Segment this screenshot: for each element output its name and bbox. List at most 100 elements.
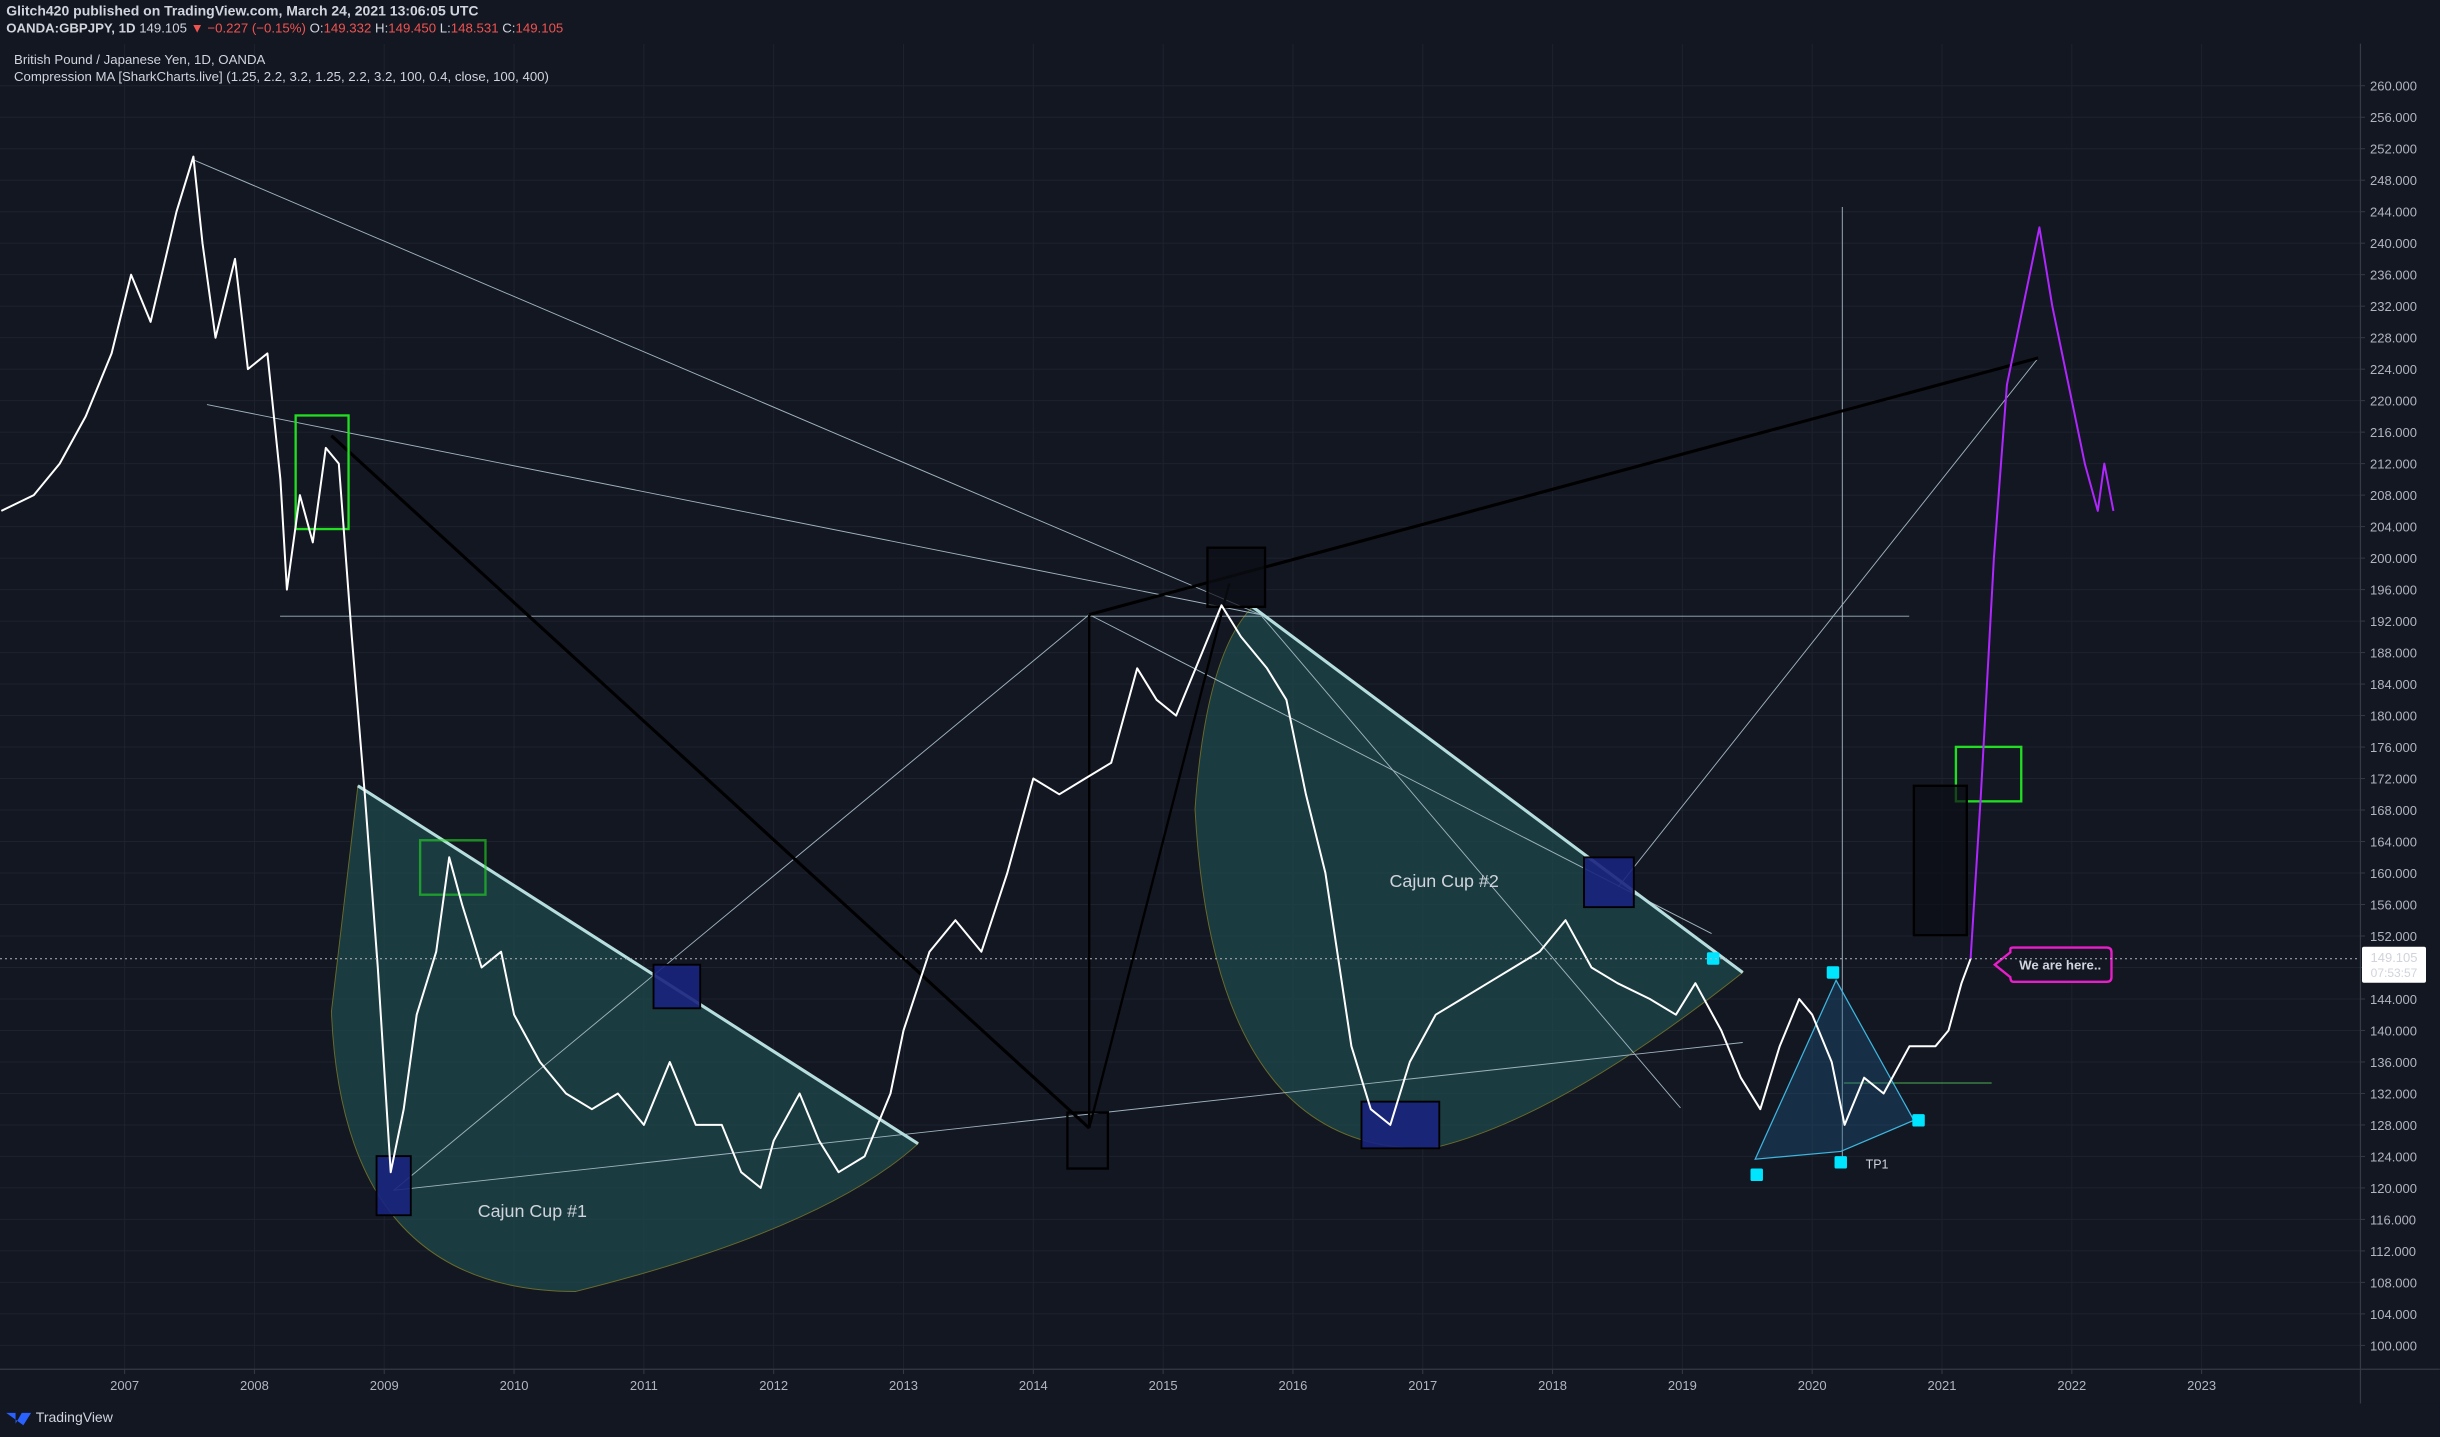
- x-tick-label: 2016: [1278, 1378, 1307, 1393]
- ohlc-value: 149.332: [324, 21, 372, 36]
- footer-bar: [0, 1403, 2440, 1437]
- y-tick-label: 204.000: [2370, 520, 2417, 535]
- y-tick-label: 144.000: [2370, 992, 2417, 1007]
- y-tick-label: 256.000: [2370, 110, 2417, 125]
- x-tick-label: 2017: [1408, 1378, 1437, 1393]
- y-tick-label: 136.000: [2370, 1055, 2417, 1070]
- pattern-point: [1834, 1156, 1847, 1169]
- y-tick-label: 104.000: [2370, 1307, 2417, 1322]
- last-price-badge: [2362, 946, 2426, 983]
- y-tick-label: 164.000: [2370, 835, 2417, 850]
- y-tick-label: 240.000: [2370, 236, 2417, 251]
- y-tick-label: 116.000: [2370, 1212, 2416, 1227]
- axes-layer: 100.000 104.000 108.000 112.000 116.000 120.0…: [110, 79, 2426, 1393]
- black-line: [1088, 583, 1231, 1129]
- y-tick-label: 232.000: [2370, 299, 2417, 314]
- y-tick-label: 236.000: [2370, 268, 2417, 283]
- y-tick-label: 128.000: [2370, 1118, 2417, 1133]
- pattern-point: [1826, 966, 1840, 979]
- x-tick-label: 2013: [889, 1378, 918, 1393]
- series-layer: [0, 155, 2360, 1189]
- y-tick-label: 120.000: [2370, 1181, 2417, 1196]
- publisher: Glitch420 published on TradingView.com, …: [6, 3, 478, 19]
- ohlc-label: H:: [375, 21, 388, 36]
- cup-shape: [1194, 606, 1744, 1149]
- y-tick-label: 188.000: [2370, 646, 2417, 661]
- y-tick-label: 172.000: [2370, 772, 2417, 787]
- y-tick-label: 260.000: [2370, 79, 2417, 94]
- last-price-label: 149.105: [2371, 950, 2418, 965]
- y-tick-label: 168.000: [2370, 803, 2417, 818]
- x-tick-label: 2009: [370, 1378, 399, 1393]
- x-tick-label: 2020: [1798, 1378, 1827, 1393]
- y-tick-label: 192.000: [2370, 614, 2417, 629]
- drawings: Cajun Cup #1 Cajun Cup #2 We are here.. …: [0, 3, 2440, 1437]
- y-tick-label: 156.000: [2370, 898, 2417, 913]
- cup-shape: [330, 784, 919, 1292]
- price-change: ▼ −0.227 (−0.15%): [191, 21, 306, 36]
- annotation: Cajun Cup #2: [1390, 871, 1499, 891]
- x-tick-label: 2014: [1019, 1378, 1048, 1393]
- blue-boxes: [375, 856, 1635, 1217]
- price-line: [1969, 226, 2115, 959]
- x-tick-label: 2010: [500, 1378, 529, 1393]
- price-line: [0, 155, 1972, 1189]
- indicator-label: Compression MA [SharkCharts.live] (1.25,…: [14, 69, 549, 84]
- y-tick-label: 184.000: [2370, 677, 2417, 692]
- x-tick-label: 2019: [1668, 1378, 1697, 1393]
- black-boxes: [1066, 546, 1968, 1170]
- ohlc-value: 149.450: [388, 21, 436, 36]
- logo: [6, 1412, 32, 1426]
- green-boxes: [294, 414, 2023, 896]
- y-tick-label: 252.000: [2370, 142, 2417, 157]
- trend-line: [194, 159, 1261, 616]
- y-tick-label: 160.000: [2370, 866, 2417, 881]
- y-tick-label: 212.000: [2370, 457, 2417, 472]
- y-tick-label: 180.000: [2370, 709, 2417, 724]
- x-tick-label: 2008: [240, 1378, 269, 1393]
- y-tick-label: 132.000: [2370, 1086, 2417, 1101]
- ohlc-label: L:: [440, 21, 451, 36]
- chart-title: British Pound / Japanese Yen, 1D, OANDA: [14, 52, 265, 67]
- blue-box: [1583, 856, 1635, 909]
- y-tick-label: 176.000: [2370, 740, 2417, 755]
- x-tick-label: 2015: [1149, 1378, 1178, 1393]
- symbol-line: OANDA:GBPJPY, 1D 149.105 ▼ −0.227 (−0.15…: [6, 21, 563, 36]
- x-tick-label: 2022: [2057, 1378, 2086, 1393]
- y-tick-label: 224.000: [2370, 362, 2417, 377]
- x-tick-label: 2012: [759, 1378, 788, 1393]
- x-tick-label: 2023: [2187, 1378, 2216, 1393]
- ohlc-value: 149.105: [515, 21, 563, 36]
- y-tick-label: 108.000: [2370, 1275, 2417, 1290]
- last-price: 149.105: [139, 21, 187, 36]
- pattern-point: [1706, 952, 1720, 965]
- x-tick-label: 2007: [110, 1378, 139, 1393]
- green-box: [294, 414, 350, 531]
- cup-rim: [357, 784, 919, 1145]
- countdown-label: 07:53:57: [2371, 966, 2418, 980]
- y-tick-label: 200.000: [2370, 551, 2417, 566]
- y-tick-label: 100.000: [2370, 1338, 2417, 1353]
- trend-line: [393, 614, 1090, 1191]
- trend-line: [1617, 357, 2039, 888]
- y-tick-label: 124.000: [2370, 1149, 2417, 1164]
- y-tick-label: 196.000: [2370, 583, 2417, 598]
- callout-text: We are here..: [2019, 957, 2101, 972]
- y-tick-label: 208.000: [2370, 488, 2417, 503]
- footer-brand: TradingView: [36, 1409, 114, 1425]
- blue-box: [1360, 1100, 1441, 1150]
- pattern-points: [1706, 952, 1925, 1182]
- y-tick-label: 216.000: [2370, 425, 2417, 440]
- x-tick-label: 2018: [1538, 1378, 1567, 1393]
- cup-rim: [1251, 605, 1744, 974]
- ohlc-label: O:: [310, 21, 324, 36]
- black-box: [1912, 784, 1968, 937]
- x-tick-label: 2011: [630, 1378, 658, 1393]
- trend-line: [1260, 614, 1681, 1109]
- ohlc-value: 148.531: [451, 21, 499, 36]
- pattern-point: [1912, 1114, 1925, 1127]
- black-box: [1066, 1111, 1110, 1170]
- blue-box: [375, 1155, 412, 1217]
- y-tick-label: 228.000: [2370, 331, 2417, 346]
